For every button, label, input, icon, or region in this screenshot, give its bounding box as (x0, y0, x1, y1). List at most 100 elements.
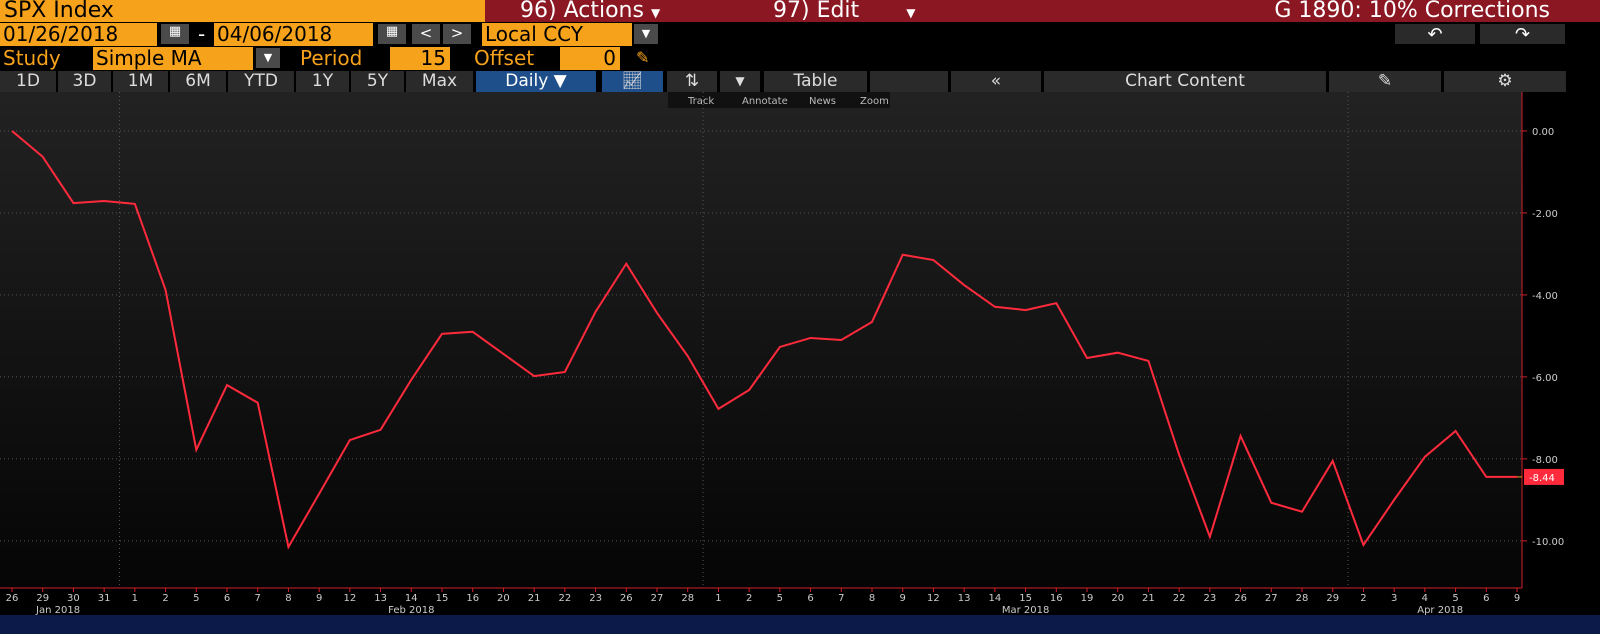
last-value-label: -8.44 (1529, 473, 1555, 484)
x-tick-label: 6 (807, 593, 813, 604)
month-label: Feb 2018 (388, 605, 434, 616)
range-button[interactable]: 1M (113, 71, 168, 92)
x-tick-label: 21 (1142, 593, 1155, 604)
y-tick-label: -8.00 (1532, 455, 1558, 466)
start-date[interactable]: 01/26/2018 (0, 23, 157, 46)
x-tick-label: 3 (1391, 593, 1397, 604)
month-label: Mar 2018 (1002, 605, 1050, 616)
x-tick-label: 2 (746, 593, 752, 604)
period[interactable]: 15 (390, 47, 450, 70)
dropdown[interactable]: ▼ (720, 71, 760, 92)
y-tick-label: 0.00 (1532, 127, 1554, 138)
x-tick-label: 5 (777, 593, 783, 604)
x-tick-label: 9 (316, 593, 322, 604)
toolbar-item: News (809, 96, 836, 107)
range-button[interactable]: 1Y (296, 71, 349, 92)
x-tick-label: 5 (1452, 593, 1458, 604)
toolbar-item: Annotate (742, 96, 788, 107)
x-tick-label: 29 (1326, 593, 1339, 604)
dropdown[interactable]: ▼ (256, 48, 280, 68)
x-tick-label: 9 (900, 593, 906, 604)
currency[interactable]: Local CCY (482, 23, 632, 46)
template: G 1890: 10% Corrections (1274, 0, 1550, 22)
x-tick-label: 22 (558, 593, 571, 604)
chart-toolbar (668, 92, 890, 108)
frequency: Daily (505, 71, 549, 91)
next-button[interactable]: > (443, 24, 471, 44)
x-tick-label: 16 (466, 593, 479, 604)
x-tick-label: 14 (405, 593, 418, 604)
x-tick-label: 6 (224, 593, 230, 604)
x-tick-label: 12 (927, 593, 940, 604)
calendar-icon[interactable]: ▦ (378, 24, 406, 44)
y-tick-label: -6.00 (1532, 373, 1558, 384)
range-button[interactable]: 5Y (351, 71, 404, 92)
x-tick-label: 26 (1234, 593, 1247, 604)
x-tick-label: 28 (1296, 593, 1309, 604)
x-tick-label: 26 (620, 593, 633, 604)
x-tick-label: 30 (67, 593, 80, 604)
spacer (870, 71, 948, 92)
edit-icon[interactable]: ✎ (1329, 71, 1441, 92)
x-tick-label: 8 (869, 593, 875, 604)
study-name[interactable]: Simple MA (93, 47, 253, 70)
x-tick-label: 31 (98, 593, 111, 604)
line-icon[interactable]: 📈︎ (602, 71, 663, 92)
x-tick-label: 20 (497, 593, 510, 604)
offset-label: Offset (474, 47, 535, 70)
x-tick-label: 28 (681, 593, 694, 604)
range-button[interactable]: 6M (170, 71, 226, 92)
x-tick-label: 29 (36, 593, 49, 604)
prev-button[interactable]: < (412, 24, 440, 44)
news-ticker (0, 615, 1600, 634)
calendar-icon[interactable]: ▦ (161, 24, 189, 44)
x-tick-label: 14 (988, 593, 1001, 604)
actions-menu[interactable]: 96) Actions ▼ (520, 0, 661, 22)
x-tick-label: 21 (528, 593, 541, 604)
x-tick-label: 23 (1203, 593, 1216, 604)
study-label: Study (3, 47, 61, 70)
x-tick-label: 4 (1422, 593, 1428, 604)
offset[interactable]: 0 (560, 47, 620, 70)
x-tick-label: 15 (1019, 593, 1032, 604)
x-tick-label: 22 (1173, 593, 1186, 604)
y-tick-label: -2.00 (1532, 209, 1558, 220)
toolbar-item: Track (687, 96, 714, 107)
x-tick-label: 19 (1081, 593, 1094, 604)
end-date[interactable]: 04/06/2018 (214, 23, 373, 46)
collapse-button[interactable]: « (951, 71, 1041, 92)
range-button[interactable]: Max (406, 71, 473, 92)
y-tick-label: -4.00 (1532, 291, 1558, 302)
x-tick-label: 20 (1111, 593, 1124, 604)
x-tick-label: 27 (651, 593, 664, 604)
month-label: Jan 2018 (35, 605, 80, 616)
range-button[interactable]: YTD (228, 71, 294, 92)
pencil-icon[interactable]: ✎ (636, 48, 650, 67)
settings-icon[interactable]: ⚙ (1444, 71, 1566, 92)
undo-button[interactable]: ↶ (1395, 24, 1475, 44)
x-tick-label: 23 (589, 593, 602, 604)
chart-content-button[interactable]: Chart Content (1044, 71, 1326, 92)
x-tick-label: 13 (374, 593, 387, 604)
period-label: Period (300, 47, 363, 70)
x-tick-label: 8 (285, 593, 291, 604)
chart: Track Annotate News Zoom 0.00 -2.00 -4.00 -6.00… (0, 92, 1600, 634)
edit-menu[interactable]: 97) Edit ▼ (773, 0, 916, 22)
x-tick-label: 7 (255, 593, 261, 604)
dropdown[interactable]: ▼ (634, 24, 658, 44)
range-button[interactable]: 1D (0, 71, 56, 92)
date-separator: - (198, 23, 206, 46)
series-line (11, 130, 1517, 550)
plot-background (0, 92, 1522, 588)
bars-icon[interactable]: ⇅ (667, 71, 717, 92)
x-tick-label: 27 (1265, 593, 1278, 604)
frequency-button[interactable]: Daily ▼ (476, 71, 596, 92)
x-tick-label: 13 (958, 593, 971, 604)
y-tick-label: -10.00 (1532, 537, 1564, 548)
redo-button[interactable]: ↷ (1480, 24, 1565, 44)
table-button[interactable]: Table (764, 71, 867, 92)
x-tick-label: 1 (715, 593, 721, 604)
edit-label: 97) Edit (773, 0, 860, 22)
range-button[interactable]: 3D (58, 71, 111, 92)
